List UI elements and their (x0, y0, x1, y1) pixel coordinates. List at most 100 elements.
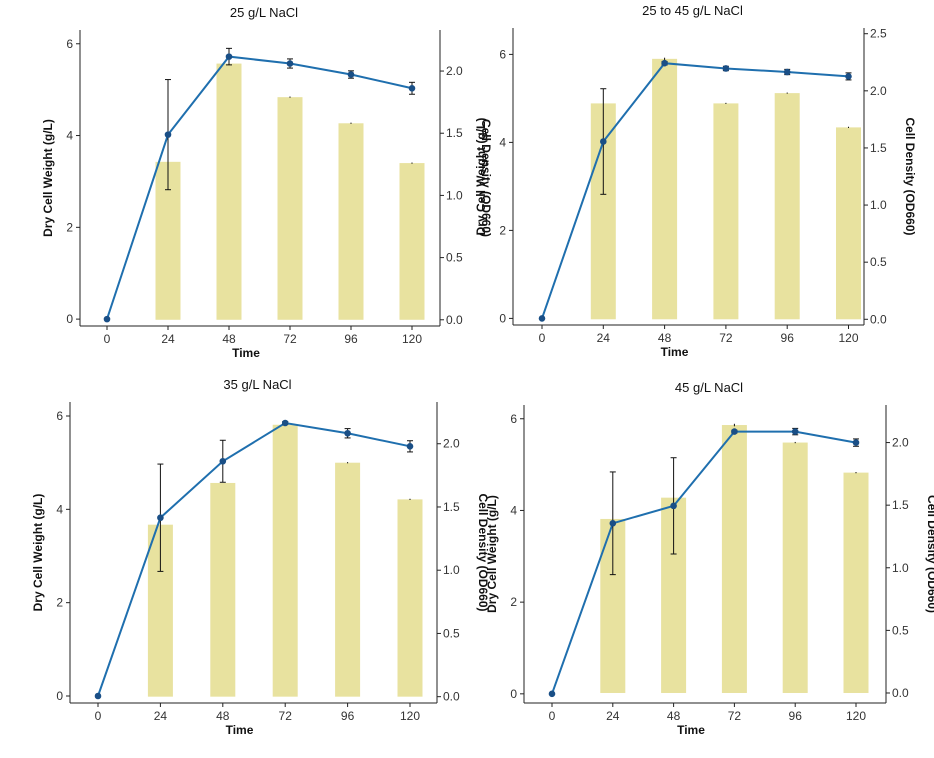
od660-bar-96 (774, 93, 800, 320)
x-tick-label: 24 (161, 332, 175, 346)
x-tick-label: 48 (216, 709, 230, 723)
x-tick-label: 96 (341, 709, 355, 723)
dcw-point-96 (783, 68, 791, 76)
x-tick-label: 120 (838, 331, 858, 345)
x-tick-label: 72 (728, 709, 742, 723)
dcw-point-24 (157, 514, 164, 522)
y-axis-title: Dry Cell Weight (g/L) (41, 119, 55, 237)
dcw-point-0 (94, 692, 102, 700)
y2-axis-title: Cell Density (OD660) (903, 117, 917, 235)
x-axis-title: Time (661, 345, 689, 359)
x-tick-label: 96 (781, 331, 795, 345)
dcw-point-48 (661, 59, 668, 67)
x-tick-label: 48 (667, 709, 681, 723)
y-tick-label: 4 (499, 135, 506, 149)
chart-title: 45 g/L NaCl (675, 380, 743, 395)
y-tick-label: 2 (510, 595, 517, 609)
dcw-point-24 (600, 138, 607, 145)
dcw-point-72 (731, 428, 738, 435)
y2-tick-label: 1.0 (892, 561, 909, 575)
x-tick-label: 96 (344, 332, 358, 346)
y2-tick-label: 0.5 (446, 251, 463, 265)
y2-axis-title: Cell Density (OD660) (925, 495, 934, 613)
dcw-point-96 (347, 71, 355, 78)
x-tick-label: 0 (549, 709, 556, 723)
chart-title: 25 g/L NaCl (230, 5, 298, 20)
y2-tick-label: 0.0 (446, 313, 463, 327)
x-axis-title: Time (677, 723, 705, 737)
dcw-point-120 (852, 439, 860, 446)
y-tick-label: 6 (66, 37, 73, 51)
dcw-point-48 (219, 457, 227, 465)
x-tick-label: 0 (95, 709, 102, 723)
y2-tick-label: 0.5 (443, 626, 460, 640)
y-tick-label: 2 (56, 596, 63, 610)
y-tick-label: 0 (66, 312, 73, 326)
dcw-point-24 (164, 131, 172, 138)
dcw-point-0 (548, 690, 556, 698)
y-tick-label: 2 (66, 220, 73, 234)
x-tick-label: 48 (658, 331, 672, 345)
y2-axis-title: Cell Density (OD660) (479, 119, 493, 237)
dcw-point-120 (845, 73, 852, 80)
y-tick-label: 4 (56, 502, 63, 516)
y-axis-title: Dry Cell Weight (g/L) (474, 118, 488, 236)
dcw-point-72 (286, 60, 294, 67)
dcw-point-120 (406, 443, 414, 450)
od660-bar-120 (399, 163, 425, 320)
y-axis-title: Dry Cell Weight (g/L) (31, 494, 45, 612)
y-tick-label: 0 (56, 689, 63, 703)
x-tick-label: 72 (283, 332, 297, 346)
x-tick-label: 120 (400, 709, 420, 723)
x-tick-label: 72 (719, 331, 733, 345)
y-axis-title: Dry Cell Weight (g/L) (485, 495, 499, 613)
x-tick-label: 48 (222, 332, 236, 346)
dcw-point-0 (538, 315, 546, 322)
y2-tick-label: 0.5 (870, 255, 887, 269)
dcw-point-96 (791, 428, 799, 435)
x-tick-label: 120 (846, 709, 866, 723)
x-tick-label: 0 (539, 331, 546, 345)
y-tick-label: 4 (510, 503, 517, 517)
y2-tick-label: 1.5 (443, 500, 460, 514)
y-tick-label: 0 (499, 311, 506, 325)
od660-bar-120 (843, 472, 869, 693)
y2-tick-label: 1.0 (446, 188, 463, 202)
y2-tick-label: 2.0 (446, 64, 463, 78)
dry-cell-weight-line (97, 421, 411, 697)
x-axis-title: Time (226, 723, 254, 737)
dcw-point-120 (408, 84, 416, 92)
y2-tick-label: 0.0 (870, 312, 887, 326)
dcw-point-72 (722, 65, 730, 72)
od660-bar-48 (210, 482, 236, 697)
y2-tick-label: 0.0 (892, 686, 909, 700)
od660-bar-72 (713, 103, 739, 320)
dcw-point-72 (281, 419, 289, 427)
chart-title: 35 g/L NaCl (223, 377, 291, 392)
y-tick-label: 6 (510, 412, 517, 426)
y2-tick-label: 1.5 (446, 126, 463, 140)
x-tick-label: 0 (104, 332, 111, 346)
dry-cell-weight-line (541, 62, 849, 319)
x-tick-label: 24 (606, 709, 620, 723)
dcw-point-24 (609, 519, 617, 527)
y2-tick-label: 1.0 (443, 563, 460, 577)
y-tick-label: 4 (66, 129, 73, 143)
y-tick-label: 6 (56, 409, 63, 423)
dcw-point-48 (225, 53, 233, 60)
y-tick-label: 0 (510, 687, 517, 701)
y2-tick-label: 2.0 (443, 437, 460, 451)
x-tick-label: 96 (789, 709, 803, 723)
x-tick-label: 24 (154, 709, 168, 723)
od660-bar-96 (782, 442, 808, 693)
od660-bar-72 (277, 97, 303, 320)
od660-bar-96 (338, 123, 364, 320)
y2-tick-label: 1.5 (870, 141, 887, 155)
x-tick-label: 120 (402, 332, 422, 346)
y2-tick-label: 1.0 (870, 198, 887, 212)
